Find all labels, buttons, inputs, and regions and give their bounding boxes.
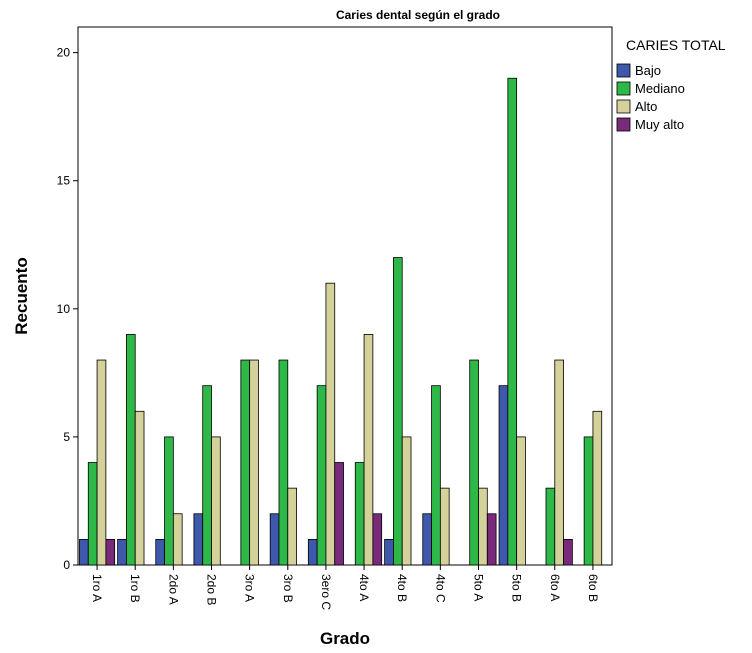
x-tick-label: 3ero C: [319, 574, 333, 610]
bar-bajo: [79, 538, 89, 566]
x-tick-label: 1ro B: [128, 574, 142, 603]
bar-mediano: [354, 462, 365, 566]
bar-mediano: [316, 385, 327, 566]
bar-alto: [401, 436, 412, 566]
bar-bajo: [269, 513, 280, 566]
x-tick-label: 5to A: [472, 574, 486, 601]
bar-bajo: [384, 538, 394, 566]
x-tick-label: 4to B: [395, 574, 409, 602]
bar-alto: [211, 436, 221, 566]
x-tick-label: 2do A: [166, 574, 180, 605]
bar-muy-alto: [486, 513, 497, 566]
bar-alto: [325, 282, 336, 566]
y-tick-label: 20: [57, 46, 71, 60]
bar-mediano: [87, 462, 98, 566]
bar-muy-alto: [334, 462, 344, 566]
legend-swatch: [616, 81, 631, 96]
bar-mediano: [240, 359, 251, 566]
y-tick-label: 5: [63, 430, 70, 444]
legend-label: Alto: [635, 99, 657, 114]
y-tick-label: 0: [63, 558, 70, 572]
legend-swatch: [616, 99, 631, 114]
bar-mediano: [507, 77, 518, 566]
x-tick-label: 4to A: [357, 574, 371, 601]
legend-label: Bajo: [635, 63, 661, 78]
legend: Bajo Mediano Alto Muy alto: [616, 63, 685, 132]
bar-alto: [96, 359, 107, 566]
bar-mediano: [202, 385, 212, 566]
legend-swatch: [616, 63, 631, 78]
x-tick-label: 5to B: [510, 574, 524, 602]
bar-mediano: [278, 359, 289, 566]
bar-bajo: [155, 538, 165, 566]
x-axis-title: Grado: [320, 629, 370, 648]
plot-frame: [77, 26, 613, 566]
x-tick-label: 2do B: [205, 574, 219, 605]
legend-swatch: [616, 117, 631, 132]
bar-muy-alto: [105, 538, 116, 566]
bar-mediano: [545, 487, 556, 566]
bar-bajo: [498, 385, 509, 566]
bar-alto: [478, 487, 488, 566]
bar-muy-alto: [372, 513, 383, 566]
bar-alto: [287, 487, 297, 566]
bar-mediano: [431, 385, 441, 566]
y-tick-label: 10: [57, 302, 71, 316]
bar-alto: [363, 334, 374, 566]
bar-bajo: [117, 538, 127, 566]
x-tick-label: 3ro B: [281, 574, 295, 603]
x-tick-label: 4to C: [433, 574, 447, 603]
bar-bajo: [422, 513, 432, 566]
plot-area: 0 5 10 15 20 1ro A 1ro B 2do A 2do B 3ro A 3ro B 3e…: [57, 26, 613, 610]
x-tick-label: 6to A: [548, 574, 562, 601]
bar-bajo: [193, 513, 204, 566]
bar-mediano: [583, 436, 594, 566]
x-tick-label: 3ro A: [243, 574, 257, 602]
legend-label: Mediano: [635, 81, 685, 96]
bar-alto: [439, 487, 450, 566]
legend-label: Muy alto: [635, 117, 684, 132]
bar-alto: [592, 410, 603, 566]
bar-mediano: [393, 257, 403, 566]
bar-alto: [516, 436, 526, 566]
bar-alto: [554, 359, 564, 566]
y-axis-title: Recuento: [12, 257, 31, 334]
bar-mediano: [126, 334, 136, 566]
bar-mediano: [164, 436, 174, 566]
bar-mediano: [469, 359, 479, 566]
legend-title: CARIES TOTAL: [626, 37, 726, 53]
y-tick-label: 15: [57, 174, 71, 188]
x-tick-label: 1ro A: [90, 574, 104, 602]
bar-alto: [134, 410, 145, 566]
bar-muy-alto: [563, 538, 573, 566]
bar-alto: [172, 513, 183, 566]
chart-title: Caries dental según el grado: [336, 8, 500, 22]
bar-alto: [249, 359, 259, 566]
bar-bajo: [307, 538, 318, 566]
x-tick-label: 6to B: [586, 574, 600, 602]
